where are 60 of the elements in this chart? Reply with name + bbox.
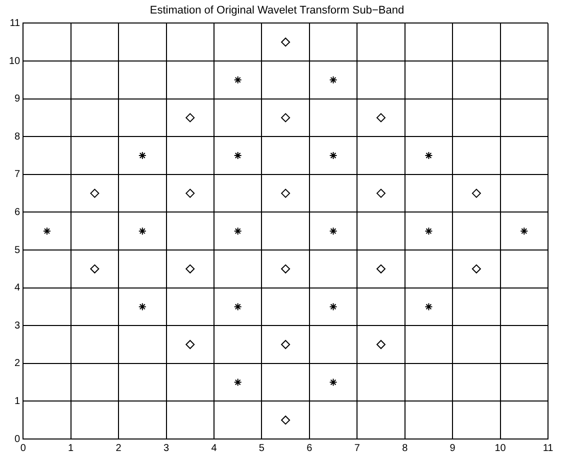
point: [472, 188, 481, 198]
point: [138, 227, 146, 236]
point: [376, 264, 386, 274]
x-tick-label: 10: [494, 442, 506, 454]
point: [234, 76, 242, 84]
point: [186, 113, 195, 122]
x-tick-label: 5: [258, 442, 265, 454]
point: [234, 227, 242, 236]
x-tick-label: 8: [402, 442, 408, 454]
point: [329, 76, 338, 84]
y-tick-label: 1: [14, 396, 21, 407]
point: [424, 227, 433, 236]
chart-title: Estimation of Original Wavelet Transform Sub−Band: [150, 4, 404, 17]
point: [90, 188, 100, 198]
point: [424, 302, 433, 311]
point: [281, 340, 290, 349]
y-tick-label: 3: [14, 320, 21, 332]
x-tick-label: 11: [542, 442, 554, 454]
point: [376, 340, 386, 349]
y-tick-label: 2: [14, 358, 21, 370]
x-tick-label: 6: [306, 442, 313, 454]
point: [234, 302, 242, 311]
x-tick-label: 7: [354, 442, 360, 454]
x-tick-label: 2: [116, 442, 122, 454]
point: [234, 152, 242, 160]
x-tick-label: 4: [211, 442, 218, 454]
y-tick-label: 8: [14, 131, 21, 142]
y-tick-label: 11: [10, 18, 21, 29]
point: [424, 152, 433, 160]
point: [138, 302, 146, 311]
point: [329, 152, 338, 160]
point: [138, 152, 146, 160]
y-tick-label: 0: [14, 434, 21, 445]
point: [329, 378, 338, 386]
point: [376, 188, 386, 198]
y-tick-label: 9: [14, 94, 21, 105]
point: [42, 227, 51, 236]
x-tick-label: 3: [163, 442, 170, 454]
point: [281, 38, 290, 47]
point: [90, 264, 100, 274]
point: [281, 264, 290, 274]
point: [472, 264, 481, 274]
point: [186, 188, 195, 198]
point: [281, 188, 290, 198]
point: [281, 416, 290, 425]
point: [281, 113, 290, 122]
point: [186, 340, 195, 349]
y-tick-label: 7: [14, 169, 21, 180]
x-tick-label: 9: [450, 442, 456, 454]
y-tick-label: 10: [9, 56, 21, 67]
point: [186, 264, 195, 274]
y-tick-label: 5: [14, 244, 21, 256]
x-tick-label: 1: [68, 442, 74, 454]
y-tick-label: 6: [14, 206, 21, 218]
point: [329, 227, 338, 236]
point: [329, 302, 338, 311]
y-tick-label: 4: [14, 282, 21, 294]
point: [376, 113, 386, 122]
point: [520, 227, 528, 236]
point: [234, 378, 242, 386]
